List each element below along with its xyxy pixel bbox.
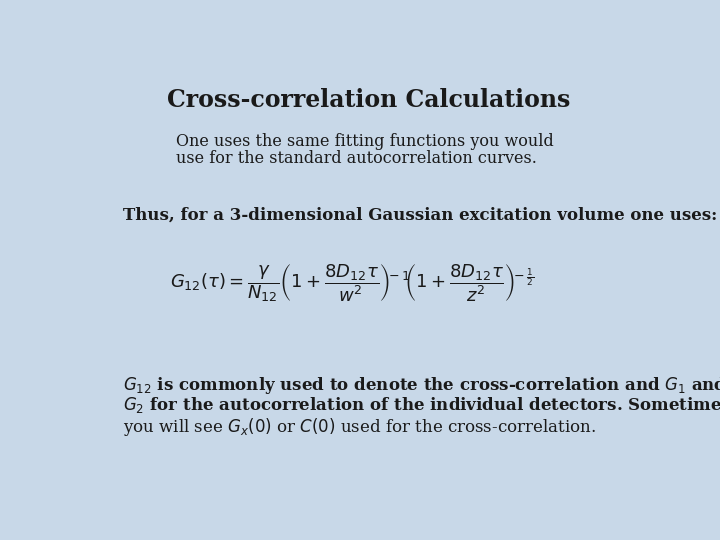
Text: $G_{12}$ is commonly used to denote the cross-correlation and $G_1$ and: $G_{12}$ is commonly used to denote the … [124,375,720,396]
Text: Cross-correlation Calculations: Cross-correlation Calculations [167,87,571,112]
Text: $G_2$ for the autocorrelation of the individual detectors. Sometimes: $G_2$ for the autocorrelation of the ind… [124,395,720,415]
Text: $G_{12}(\tau) = \dfrac{\gamma}{N_{12}} \left(1 + \dfrac{8D_{12}\tau}{w^2}\right): $G_{12}(\tau) = \dfrac{\gamma}{N_{12}} \… [170,262,534,304]
Text: One uses the same fitting functions you would: One uses the same fitting functions you … [176,133,554,151]
Text: Thus, for a 3-dimensional Gaussian excitation volume one uses:: Thus, for a 3-dimensional Gaussian excit… [124,206,718,223]
Text: you will see $G_x(0)$ or $C(0)$ used for the cross-correlation.: you will see $G_x(0)$ or $C(0)$ used for… [124,416,596,438]
Text: use for the standard autocorrelation curves.: use for the standard autocorrelation cur… [176,150,537,167]
